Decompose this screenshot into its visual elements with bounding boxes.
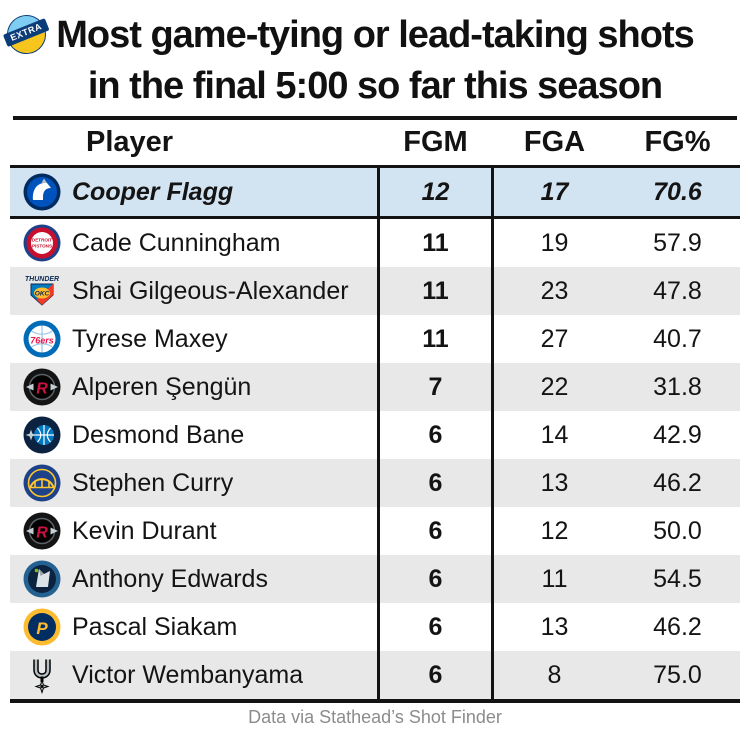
pistons-logo-icon: DETROIT PISTONS — [23, 224, 61, 262]
player-cell: THUNDER OKC Shai Gilgeous-Alexander — [10, 267, 377, 315]
fga-value: 12 — [540, 516, 569, 545]
fgpct-value: 75.0 — [653, 660, 702, 689]
fgpct-value: 47.8 — [653, 276, 702, 305]
player-cell: 76ers Tyrese Maxey — [10, 315, 377, 363]
svg-text:R: R — [36, 381, 48, 398]
table-row: THUNDER OKC Shai Gilgeous-Alexander 11 23… — [10, 267, 740, 315]
player-name: Shai Gilgeous-Alexander — [72, 276, 349, 305]
svg-text:THUNDER: THUNDER — [25, 276, 59, 283]
title-line-2: in the final 5:00 so far this season — [87, 65, 663, 107]
svg-text:DETROIT: DETROIT — [32, 238, 52, 243]
stats-table: Player FGM FGA FG% Cooper Flagg 12 17 70… — [10, 120, 740, 703]
table-row: Stephen Curry 6 13 46.2 — [10, 459, 740, 507]
fgpct-value: 54.5 — [653, 564, 702, 593]
column-header-fgm: FGM — [403, 126, 468, 158]
player-name: Stephen Curry — [72, 468, 234, 497]
timberwolves-logo-icon — [23, 560, 61, 598]
table-row: DETROIT PISTONS Cade Cunningham 11 19 57.… — [10, 219, 740, 267]
player-name: Anthony Edwards — [72, 564, 268, 593]
fgpct-value: 31.8 — [653, 372, 702, 401]
player-name: Victor Wembanyama — [72, 660, 304, 689]
rockets-logo-icon: R — [23, 512, 61, 550]
thunder-logo-icon: THUNDER OKC — [23, 272, 61, 310]
extra-badge-label: EXTRA — [2, 18, 50, 47]
fgm-value: 11 — [377, 315, 494, 363]
player-name: Alperen Şengün — [72, 372, 252, 401]
table-row: Desmond Bane 6 14 42.9 — [10, 411, 740, 459]
fgm-value: 12 — [377, 168, 494, 216]
player-name: Cade Cunningham — [72, 228, 281, 257]
fgm-value: 6 — [377, 603, 494, 651]
player-cell: Desmond Bane — [10, 411, 377, 459]
fga-value: 22 — [540, 372, 569, 401]
player-name: Cooper Flagg — [72, 177, 234, 206]
fgm-value: 7 — [377, 363, 494, 411]
column-header-fga: FGA — [523, 126, 586, 158]
player-name: Kevin Durant — [72, 516, 217, 545]
rockets-logo-icon: R — [23, 368, 61, 406]
sixers-logo-icon: 76ers — [23, 320, 61, 358]
column-header-fgpct: FG% — [644, 126, 711, 158]
fga-value: 11 — [541, 564, 568, 593]
player-cell: Stephen Curry — [10, 459, 377, 507]
source-credit: Data via Stathead’s Shot Finder — [248, 707, 502, 727]
table-row: R Kevin Durant 6 12 50.0 — [10, 507, 740, 555]
title-line-1: Most game-tying or lead-taking shots — [56, 14, 695, 56]
fgpct-value: 46.2 — [653, 612, 702, 641]
table-row: P Pascal Siakam 6 13 46.2 — [10, 603, 740, 651]
fgpct-value: 42.9 — [653, 420, 702, 449]
fgm-value: 6 — [377, 411, 494, 459]
fgpct-value: 50.0 — [653, 516, 702, 545]
fgm-value: 6 — [377, 555, 494, 603]
player-cell: DETROIT PISTONS Cade Cunningham — [10, 219, 377, 267]
table-row: Cooper Flagg 12 17 70.6 — [10, 165, 740, 219]
player-cell: R Kevin Durant — [10, 507, 377, 555]
svg-text:OKC: OKC — [35, 291, 50, 298]
player-cell: Anthony Edwards — [10, 555, 377, 603]
fgm-value: 6 — [377, 507, 494, 555]
fga-value: 27 — [540, 324, 569, 353]
infographic: { "badge": { "label": "EXTRA" }, "title"… — [0, 10, 750, 740]
svg-text:PISTONS: PISTONS — [32, 244, 52, 249]
title-divider — [13, 116, 737, 120]
mavericks-logo-icon — [23, 173, 61, 211]
fgm-value: 6 — [377, 651, 494, 699]
column-header-player: Player — [86, 126, 174, 158]
warriors-logo-icon — [23, 464, 61, 502]
player-name: Pascal Siakam — [72, 612, 238, 641]
player-name: Desmond Bane — [72, 420, 245, 449]
svg-text:P: P — [36, 619, 48, 638]
fgpct-value: 70.6 — [653, 177, 702, 206]
fgm-value: 6 — [377, 459, 494, 507]
fgpct-value: 46.2 — [653, 468, 702, 497]
table-row: Victor Wembanyama 6 8 75.0 — [10, 651, 740, 699]
table-body: Cooper Flagg 12 17 70.6 DETROIT PISTONS C… — [10, 165, 740, 703]
player-name: Tyrese Maxey — [72, 324, 228, 353]
fga-value: 13 — [540, 468, 569, 497]
player-cell: P Pascal Siakam — [10, 603, 377, 651]
fga-value: 8 — [547, 660, 562, 689]
table-row: 76ers Tyrese Maxey 11 27 40.7 — [10, 315, 740, 363]
fgpct-value: 40.7 — [653, 324, 702, 353]
player-cell: R Alperen Şengün — [10, 363, 377, 411]
spurs-logo-icon — [23, 656, 61, 694]
pacers-logo-icon: P — [23, 608, 61, 646]
fga-value: 17 — [540, 177, 569, 206]
svg-text:76ers: 76ers — [30, 336, 54, 346]
svg-text:R: R — [36, 525, 48, 542]
fga-value: 14 — [540, 420, 569, 449]
player-cell: Victor Wembanyama — [10, 651, 377, 699]
fga-value: 19 — [540, 228, 569, 257]
fgm-value: 11 — [377, 219, 494, 267]
table-row: Anthony Edwards 6 11 54.5 — [10, 555, 740, 603]
table-header-row: Player FGM FGA FG% — [10, 120, 740, 165]
fga-value: 13 — [540, 612, 569, 641]
fga-value: 23 — [540, 276, 569, 305]
table-row: R Alperen Şengün 7 22 31.8 — [10, 363, 740, 411]
magic-logo-icon — [23, 416, 61, 454]
player-cell: Cooper Flagg — [10, 168, 377, 216]
fgpct-value: 57.9 — [653, 228, 702, 257]
page-title: Most game-tying or lead-taking shots in … — [0, 10, 750, 112]
fgm-value: 11 — [377, 267, 494, 315]
